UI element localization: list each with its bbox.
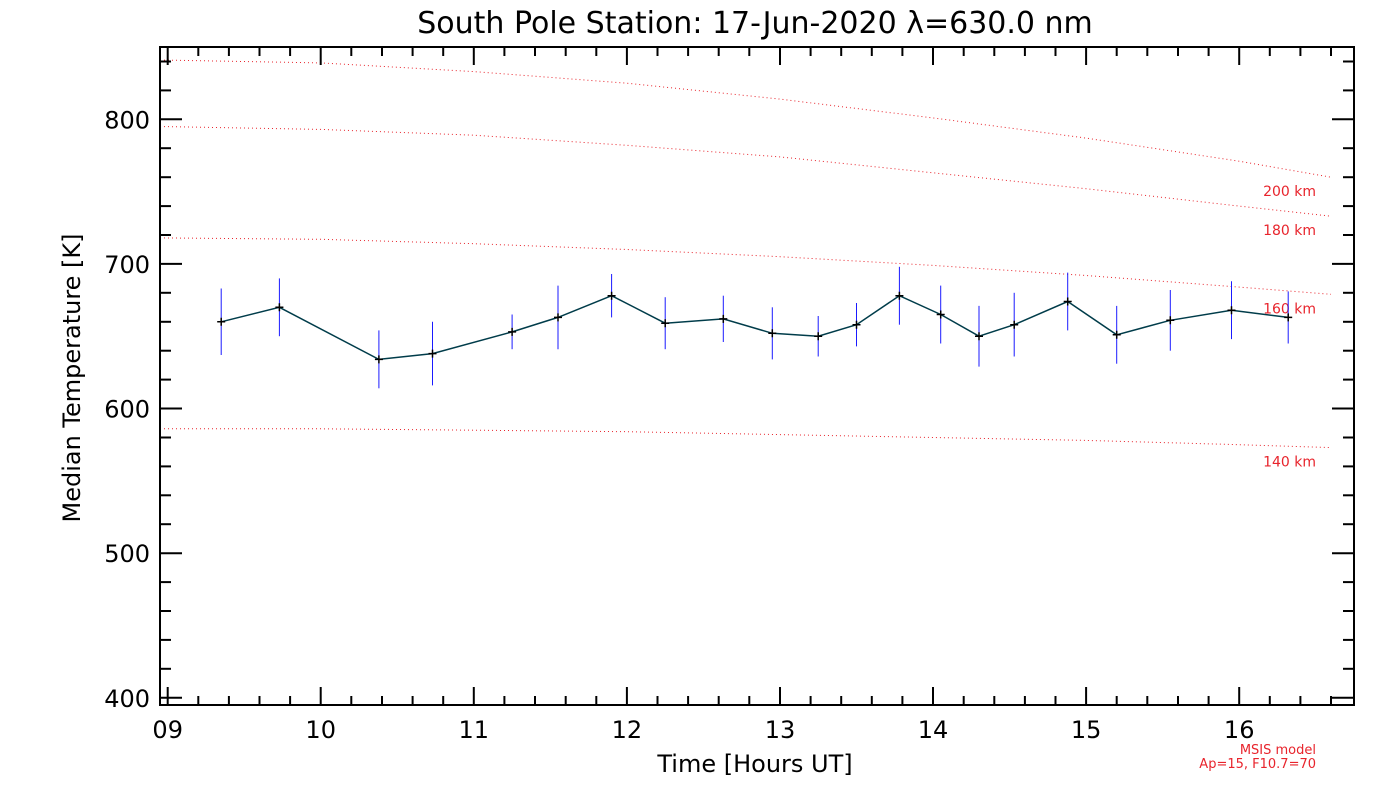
data-point: [1227, 306, 1236, 315]
data-point: [768, 329, 777, 338]
data-series: [221, 294, 1289, 361]
x-tick-label: 10: [305, 716, 336, 744]
model-curves: 200 km 180 km 160 km 140 km: [159, 59, 1332, 471]
data-point: [374, 355, 383, 364]
data-point: [1010, 320, 1019, 329]
x-tick-label: 11: [459, 716, 490, 744]
x-axis-label: Time [Hours UT]: [656, 750, 852, 778]
data-point: [814, 332, 823, 341]
model-label-160km: 160 km: [1263, 301, 1316, 317]
data-point: [936, 310, 945, 319]
y-tick-label: 500: [104, 540, 150, 568]
model-curve-200km: [159, 59, 1332, 178]
x-tick-label: 13: [765, 716, 796, 744]
data-point: [852, 320, 861, 329]
chart-title: South Pole Station: 17-Jun-2020 λ=630.0 …: [417, 6, 1093, 41]
model-curve-140km: [160, 428, 1332, 449]
x-tick-label: 14: [918, 716, 949, 744]
model-note-line-2: Ap=15, F10.7=70: [1199, 757, 1316, 772]
y-tick-label: 700: [104, 251, 150, 279]
data-point: [1166, 316, 1175, 325]
series-line: [221, 294, 1289, 361]
data-point: [508, 327, 517, 336]
y-tick-label: 600: [104, 396, 150, 424]
data-point: [1284, 313, 1293, 322]
model-label-200km: 200 km: [1263, 184, 1316, 200]
data-markers: [217, 291, 1293, 364]
data-point: [275, 303, 284, 312]
data-point: [975, 332, 983, 341]
data-point: [895, 291, 904, 300]
plot-frame: [159, 46, 1355, 706]
axis-ticks: [160, 47, 1354, 705]
tick-labels: 09 10 11 12 13 14 15 16 400 500 600 700 800: [104, 106, 1254, 744]
data-point: [607, 291, 616, 300]
data-point: [217, 317, 226, 326]
data-point: [1063, 297, 1072, 306]
data-point: [719, 314, 728, 323]
data-point: [554, 313, 562, 322]
data-point: [1112, 330, 1121, 339]
data-point: [428, 349, 437, 358]
y-tick-label: 400: [104, 685, 150, 713]
model-curve-160km: [159, 237, 1332, 295]
x-tick-label: 15: [1071, 716, 1102, 744]
y-axis-label: Median Temperature [K]: [58, 233, 86, 522]
model-label-180km: 180 km: [1263, 223, 1316, 239]
model-curve-180km: [159, 126, 1332, 217]
x-tick-label: 12: [612, 716, 643, 744]
y-tick-label: 800: [104, 106, 150, 134]
data-point: [661, 319, 670, 328]
plot-border: [159, 46, 1355, 706]
model-label-140km: 140 km: [1263, 455, 1316, 471]
model-note-line-1: MSIS model: [1240, 743, 1316, 758]
x-tick-label: 16: [1224, 716, 1255, 744]
x-tick-label: 09: [152, 716, 183, 744]
